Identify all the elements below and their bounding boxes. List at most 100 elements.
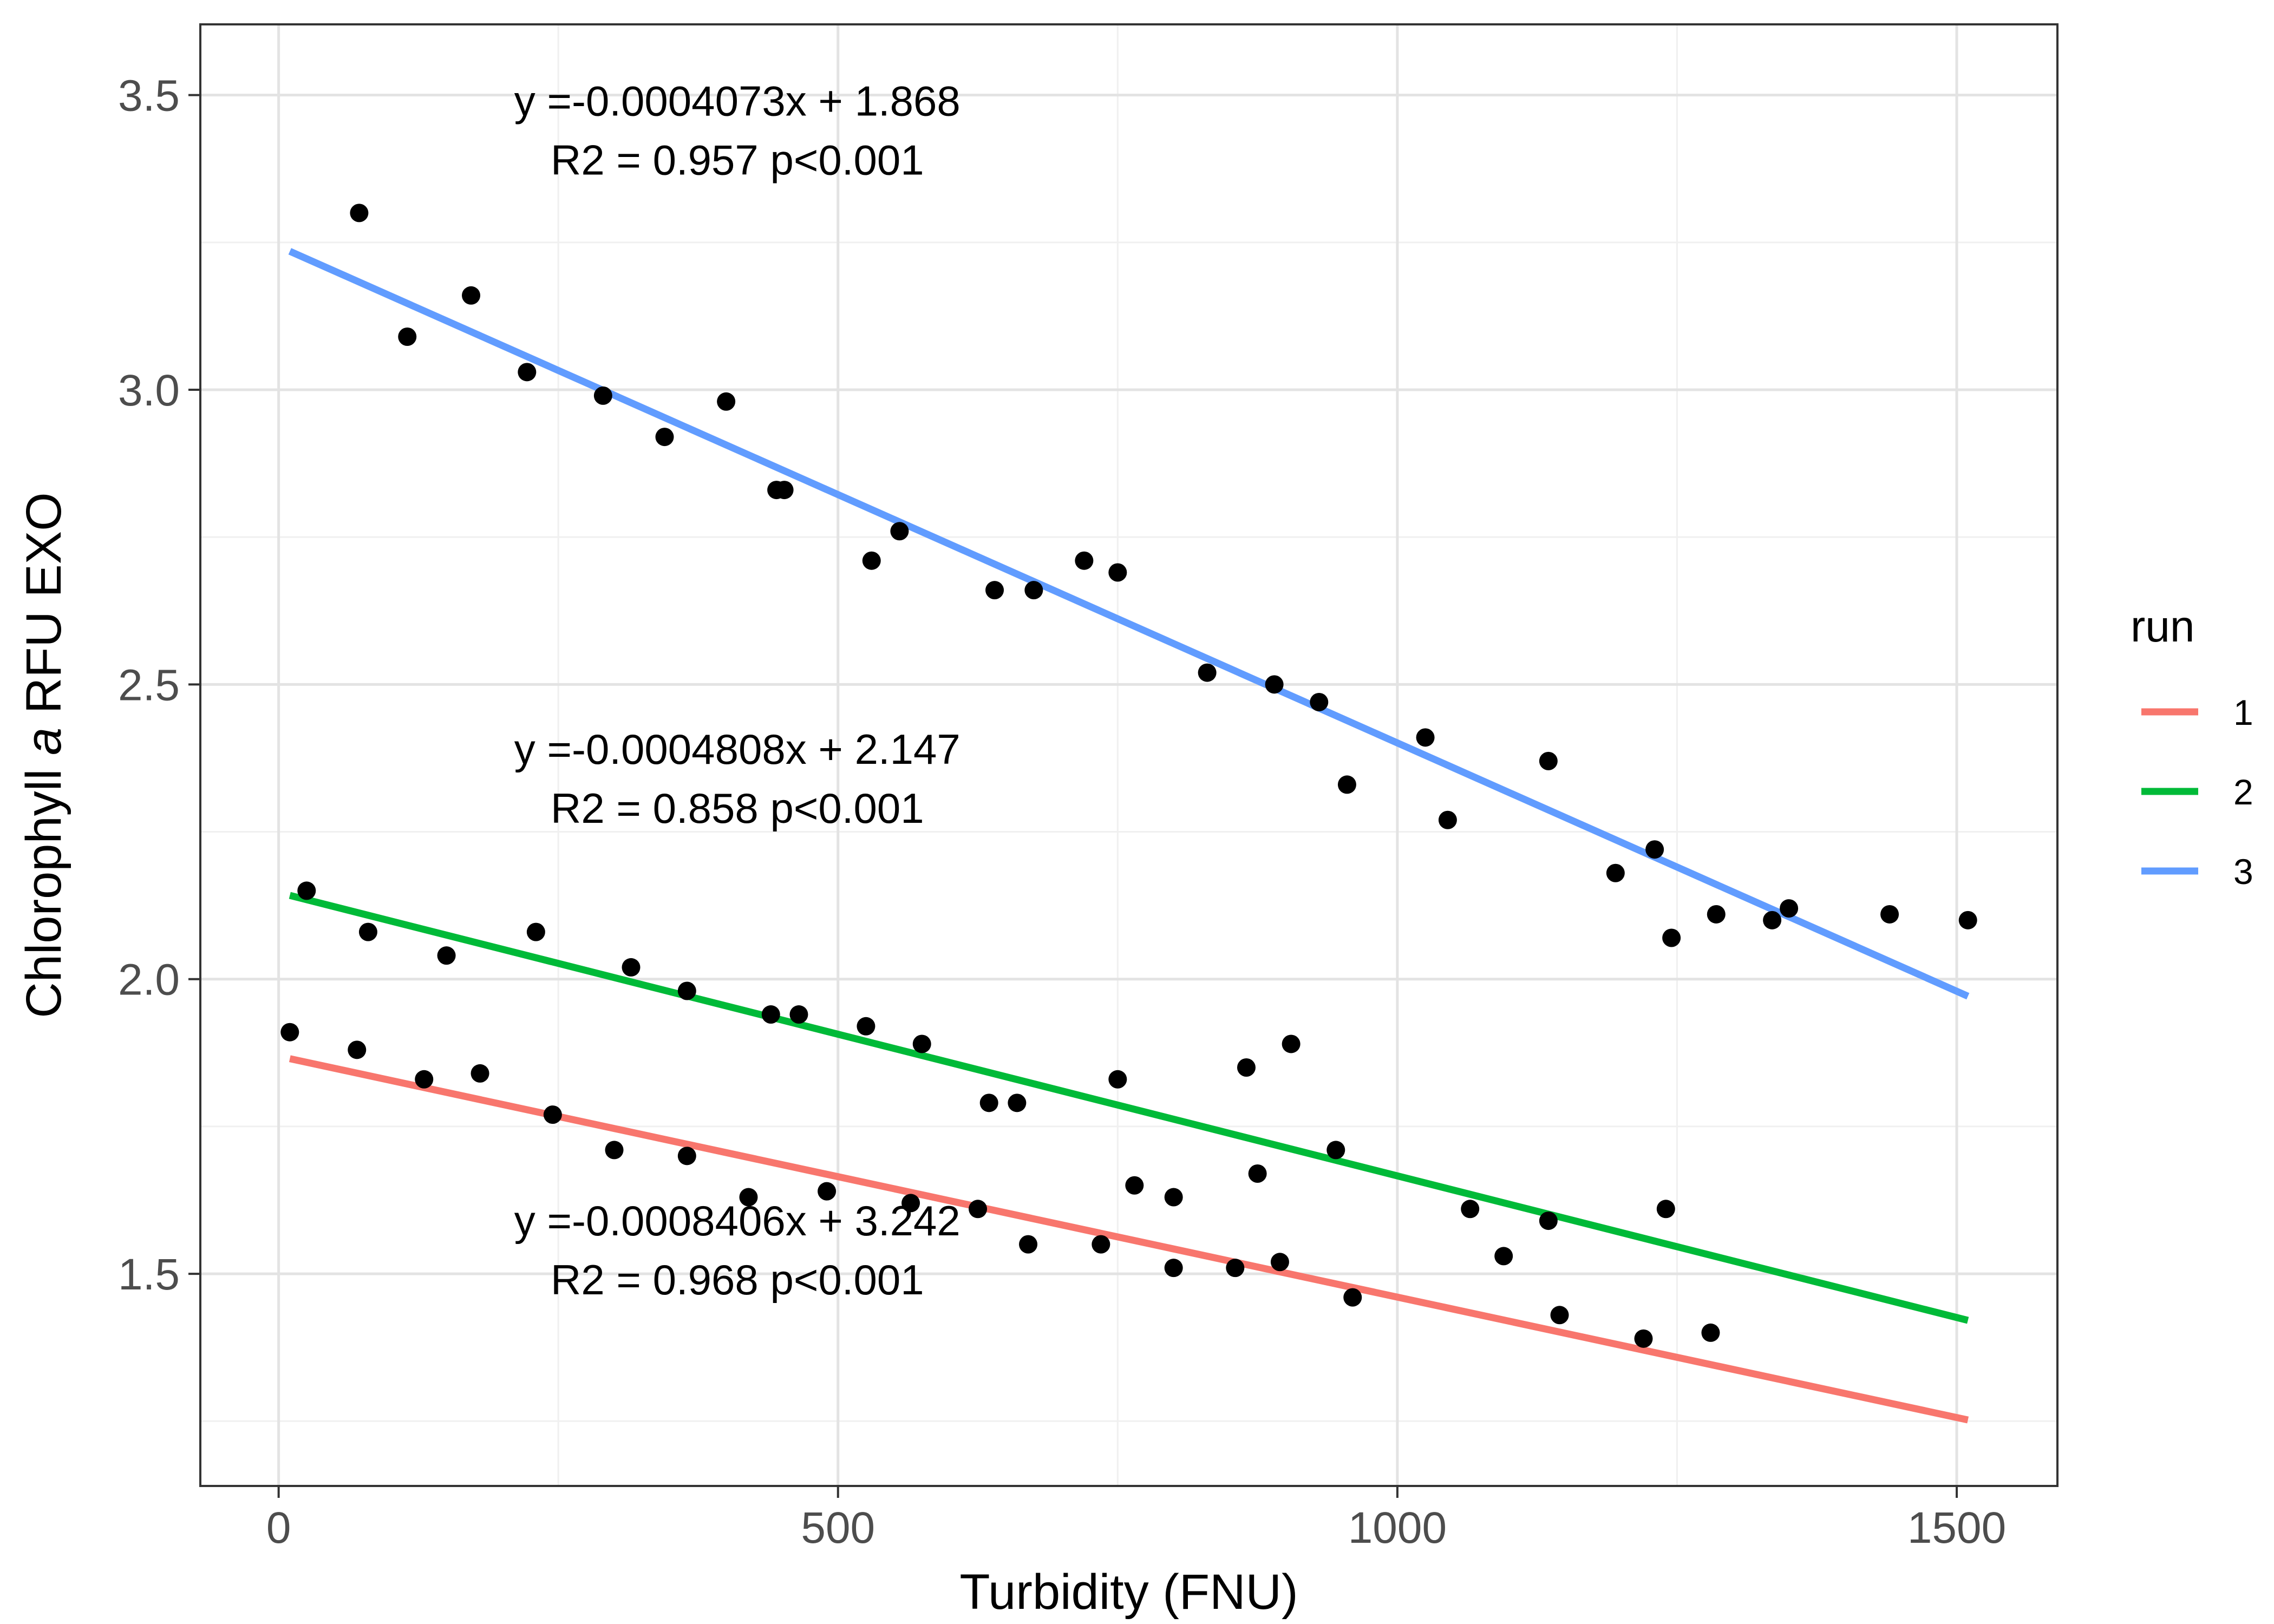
x-axis-title: Turbidity (FNU) bbox=[959, 1564, 1298, 1620]
data-point-run-1 bbox=[969, 1200, 988, 1219]
data-point-run-1 bbox=[543, 1105, 562, 1124]
data-point-run-3 bbox=[890, 522, 909, 541]
data-point-run-2 bbox=[789, 1005, 808, 1024]
data-point-run-3 bbox=[1337, 775, 1356, 794]
data-point-run-1 bbox=[415, 1070, 434, 1089]
data-point-run-2 bbox=[622, 958, 641, 977]
legend-label-run-3: 3 bbox=[2233, 852, 2253, 892]
data-point-run-2 bbox=[1494, 1247, 1513, 1266]
x-tick-label: 0 bbox=[266, 1503, 291, 1553]
data-point-run-2 bbox=[677, 981, 696, 1000]
y-axis-title-italic-a: a bbox=[16, 728, 71, 755]
data-point-run-1 bbox=[1634, 1329, 1653, 1348]
legend: run 1 2 3 bbox=[2131, 602, 2253, 892]
data-point-run-2 bbox=[526, 922, 545, 941]
data-point-run-1 bbox=[280, 1023, 299, 1042]
data-point-run-3 bbox=[1662, 928, 1681, 947]
data-point-run-2 bbox=[1461, 1200, 1480, 1219]
data-point-run-3 bbox=[518, 363, 537, 382]
panel-border bbox=[199, 23, 2059, 1487]
data-point-run-3 bbox=[1780, 899, 1799, 918]
legend-label-run-2: 2 bbox=[2233, 772, 2253, 812]
y-tick-label: 3.0 bbox=[118, 366, 180, 415]
data-point-run-3 bbox=[398, 328, 417, 346]
data-point-run-3 bbox=[1024, 581, 1043, 600]
regression-annotation: R2 = 0.957 p<0.001 bbox=[551, 136, 924, 184]
regression-lines bbox=[288, 248, 1970, 1424]
data-point-run-3 bbox=[1438, 810, 1457, 829]
y-axis-title-part-2: RFU EXO bbox=[16, 492, 71, 727]
data-point-run-2 bbox=[1282, 1034, 1301, 1053]
data-point-run-2 bbox=[979, 1093, 998, 1112]
data-point-run-3 bbox=[775, 481, 794, 500]
data-point-run-2 bbox=[1539, 1212, 1558, 1230]
data-point-run-3 bbox=[1108, 563, 1127, 582]
regression-annotation: R2 = 0.858 p<0.001 bbox=[551, 784, 924, 832]
data-point-run-2 bbox=[1237, 1058, 1256, 1077]
x-tick-label: 1500 bbox=[1907, 1503, 2006, 1553]
regression-line-run-2 bbox=[289, 892, 1969, 1324]
data-point-run-1 bbox=[1701, 1323, 1720, 1342]
data-point-run-1 bbox=[1270, 1253, 1289, 1272]
data-point-run-3 bbox=[1707, 905, 1726, 924]
y-tick-label: 2.0 bbox=[118, 955, 180, 1005]
x-tick-label: 500 bbox=[801, 1503, 875, 1553]
regression-annotation: y =-0.0008406x + 3.242 bbox=[514, 1197, 960, 1245]
data-point-run-3 bbox=[655, 428, 674, 447]
data-point-run-3 bbox=[1075, 551, 1094, 570]
data-point-run-1 bbox=[818, 1182, 837, 1201]
data-point-run-2 bbox=[1125, 1176, 1144, 1195]
data-point-run-1 bbox=[1226, 1259, 1245, 1278]
data-point-run-2 bbox=[1327, 1141, 1345, 1160]
data-point-run-3 bbox=[462, 286, 481, 305]
data-point-run-2 bbox=[358, 922, 377, 941]
data-point-run-1 bbox=[1019, 1235, 1038, 1254]
data-point-run-3 bbox=[1880, 905, 1899, 924]
data-point-run-2 bbox=[1108, 1070, 1127, 1089]
data-point-run-3 bbox=[1539, 751, 1558, 770]
y-axis-title-part-1: Chlorophyll bbox=[16, 755, 71, 1018]
regression-line-run-1 bbox=[289, 1055, 1969, 1424]
y-tick-label: 3.5 bbox=[118, 71, 180, 121]
data-point-run-2 bbox=[912, 1034, 931, 1053]
data-point-run-3 bbox=[1310, 693, 1329, 712]
regression-annotation: y =-0.0004073x + 1.868 bbox=[514, 77, 960, 125]
data-point-run-2 bbox=[857, 1017, 875, 1036]
data-point-run-1 bbox=[1550, 1306, 1569, 1325]
x-tick-label: 1000 bbox=[1348, 1503, 1447, 1553]
data-point-run-3 bbox=[862, 551, 881, 570]
regression-annotation: y =-0.0004808x + 2.147 bbox=[514, 725, 960, 773]
y-axis-ticks: 1.5 2.0 2.5 3.0 3.5 bbox=[118, 71, 200, 1299]
regression-annotation: R2 = 0.968 p<0.001 bbox=[551, 1256, 924, 1304]
data-point-run-2 bbox=[1008, 1093, 1027, 1112]
data-point-run-3 bbox=[1645, 840, 1664, 859]
data-point-run-3 bbox=[350, 204, 369, 222]
data-point-run-1 bbox=[1092, 1235, 1110, 1254]
data-point-run-3 bbox=[1763, 911, 1782, 929]
data-point-run-3 bbox=[985, 581, 1004, 600]
data-point-run-3 bbox=[1606, 863, 1625, 882]
data-point-run-3 bbox=[593, 386, 612, 405]
data-point-run-2 bbox=[1248, 1164, 1267, 1183]
minor-gridlines bbox=[200, 24, 2057, 1486]
data-point-run-3 bbox=[717, 392, 736, 411]
data-point-run-2 bbox=[761, 1005, 780, 1024]
y-axis-title: Chlorophyll a RFU EXO bbox=[16, 492, 71, 1018]
regression-annotations: y =-0.0004073x + 1.868 R2 = 0.957 p<0.001… bbox=[514, 77, 960, 1304]
data-point-run-3 bbox=[1958, 911, 1977, 929]
data-point-run-1 bbox=[605, 1141, 624, 1160]
data-point-run-1 bbox=[471, 1064, 489, 1083]
data-point-run-1 bbox=[677, 1147, 696, 1165]
legend-label-run-1: 1 bbox=[2233, 692, 2253, 732]
data-point-run-1 bbox=[348, 1040, 367, 1059]
data-point-run-1 bbox=[901, 1194, 920, 1213]
data-point-run-2 bbox=[1164, 1188, 1183, 1207]
data-point-run-2 bbox=[437, 946, 456, 965]
data-point-run-1 bbox=[1343, 1288, 1362, 1307]
major-gridlines bbox=[200, 24, 2057, 1486]
data-point-run-3 bbox=[1416, 728, 1435, 747]
data-points bbox=[280, 204, 1977, 1348]
data-point-run-2 bbox=[297, 881, 316, 900]
